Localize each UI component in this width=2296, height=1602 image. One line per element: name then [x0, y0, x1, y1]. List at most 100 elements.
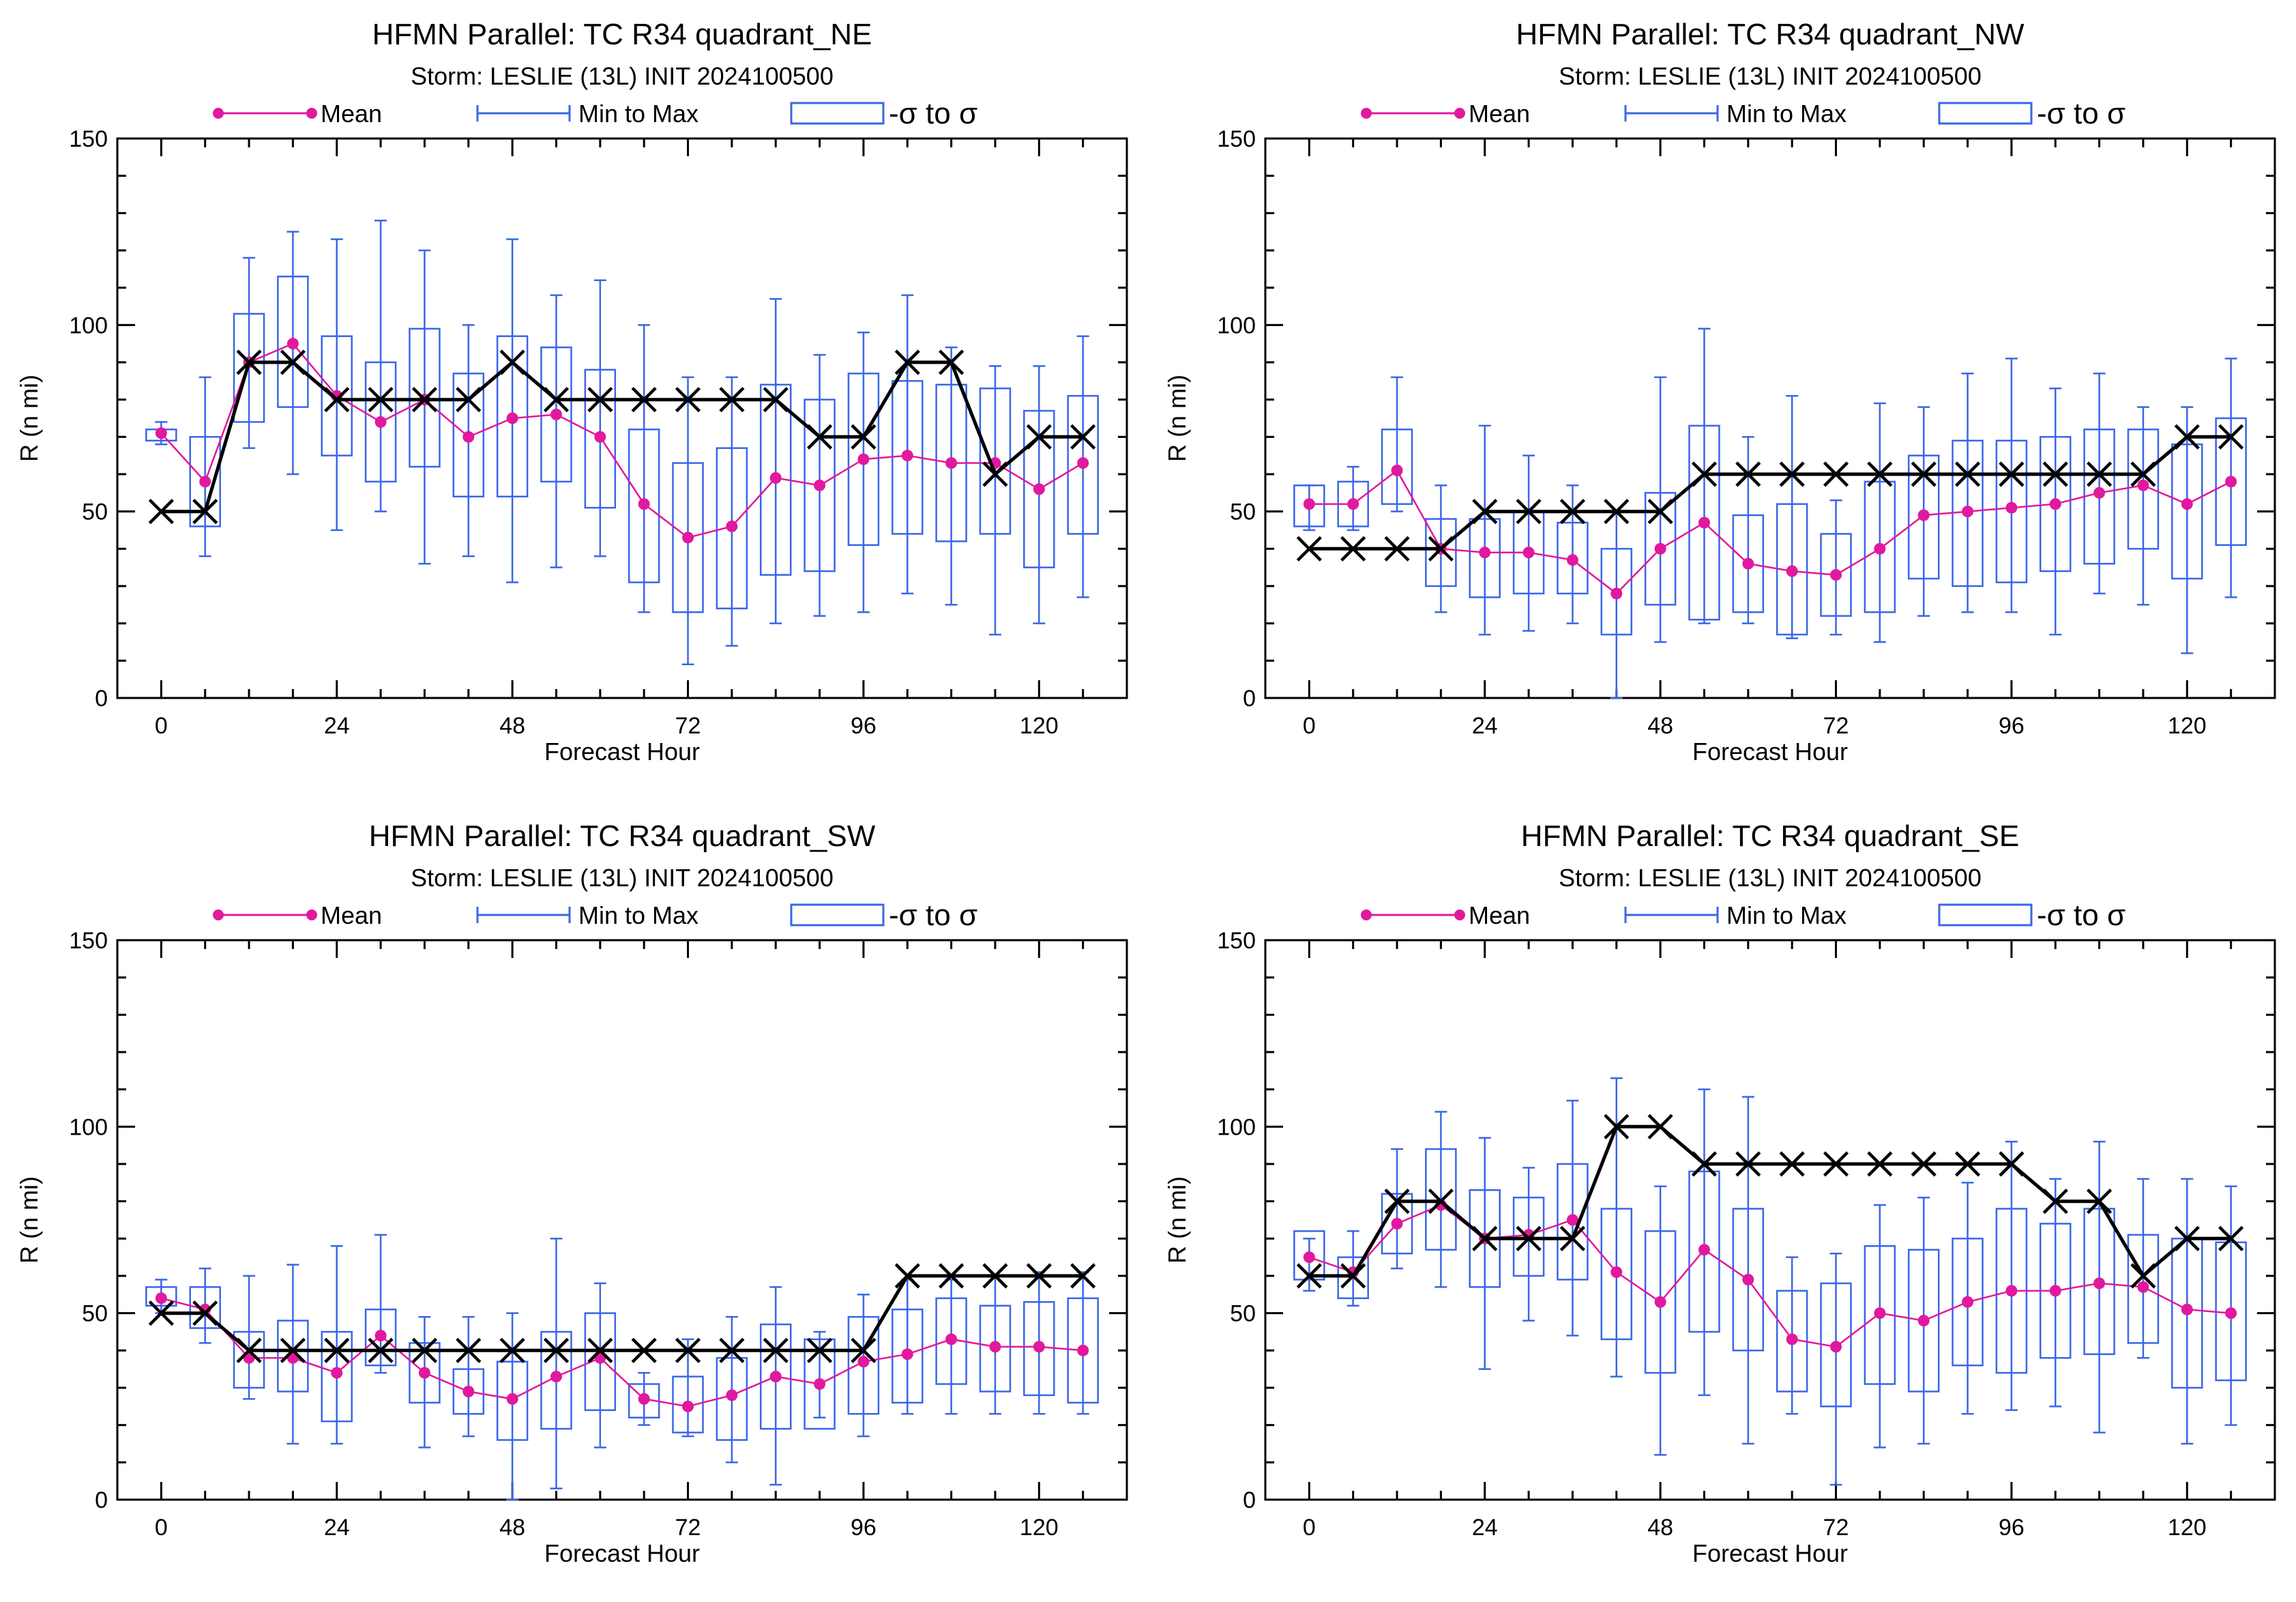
sigma-box [2215, 417, 2247, 547]
mean-point [638, 498, 650, 510]
sigma-box [1469, 518, 1501, 598]
sigma-box [1688, 1170, 1720, 1333]
sigma-box [584, 368, 617, 509]
sigma-box [1732, 1208, 1765, 1352]
best-track-marker [280, 1337, 306, 1363]
sigma-box [2127, 1234, 2160, 1344]
mean-point [2093, 486, 2106, 499]
x-tick-label: 48 [1647, 1515, 1673, 1541]
best-track-marker [719, 387, 745, 413]
y-tick-label: 50 [82, 1301, 108, 1327]
best-track-marker [2042, 1189, 2068, 1214]
sigma-box [233, 1330, 265, 1389]
legend-mean-label: Mean [1469, 901, 1530, 929]
x-tick-label: 48 [1647, 713, 1673, 739]
best-track-marker [2130, 461, 2156, 487]
legend-mean-marker [213, 108, 224, 119]
best-track-marker [587, 387, 613, 413]
best-track-marker [939, 349, 965, 375]
mean-point [945, 457, 958, 469]
mean-point [462, 431, 475, 443]
plot-frame [116, 137, 1128, 699]
mean-point [2181, 1303, 2193, 1315]
best-track-marker [543, 387, 570, 413]
mean-point [2093, 1277, 2106, 1290]
sigma-box [1293, 484, 1325, 527]
best-track-marker [1999, 1151, 2025, 1177]
best-track-marker [894, 1263, 920, 1289]
best-track-marker [631, 387, 657, 413]
mean-point [857, 453, 870, 465]
x-tick-label: 48 [499, 713, 525, 739]
best-track-marker [719, 1337, 745, 1363]
best-track-marker [1559, 499, 1586, 525]
best-track-marker [2042, 461, 2068, 487]
mean-point [506, 1393, 518, 1405]
sigma-box [277, 276, 309, 408]
legend: Mean Min to Max -σ to σ [213, 97, 977, 130]
best-track-marker [1954, 1151, 1981, 1177]
mean-series-line [160, 1297, 1083, 1408]
mean-point [1917, 1315, 1930, 1327]
best-track-marker [2218, 1225, 2244, 1251]
y-tick-label: 150 [1217, 126, 1256, 152]
sigma-box [409, 327, 441, 468]
sigma-box [364, 1308, 397, 1367]
sigma-box [1337, 1256, 1369, 1300]
mean-point [1830, 1341, 1842, 1353]
legend-sigma-label: -σ to σ [889, 899, 977, 932]
best-track-marker [1954, 461, 1981, 487]
mean-point [814, 479, 826, 491]
best-track-marker [1735, 461, 1761, 487]
mean-point [769, 471, 782, 484]
sigma-box [189, 436, 221, 527]
mean-point [374, 1329, 387, 1341]
sigma-box [1425, 518, 1457, 587]
sigma-box [804, 398, 836, 572]
y-tick-label: 100 [69, 312, 108, 338]
x-tick-label: 120 [2168, 1515, 2207, 1541]
mean-series-line [160, 343, 1084, 539]
panel-3: HFMN Parallel: TC R34 quadrant_SW Storm: … [15, 819, 1128, 1567]
best-track-marker [894, 349, 920, 375]
legend-mean-label: Mean [321, 100, 382, 128]
best-track-marker [148, 499, 174, 525]
best-track-marker [675, 1337, 701, 1363]
sigma-box [364, 361, 397, 483]
best-track-line [1309, 1124, 2231, 1279]
mean-point [769, 1371, 782, 1383]
x-tick-label: 24 [324, 713, 350, 739]
mean-point [1874, 542, 1886, 555]
best-track-marker [2174, 424, 2200, 450]
mean-point [1610, 587, 1623, 600]
x-tick-label: 72 [675, 1515, 701, 1541]
sigma-box [1995, 439, 2028, 583]
x-axis-label: Forecast Hour [1692, 738, 1848, 766]
best-track-marker [324, 387, 350, 413]
sigma-box [189, 1286, 221, 1329]
sigma-box [1557, 1163, 1589, 1281]
y-tick-label: 0 [1243, 1487, 1256, 1513]
x-tick-label: 120 [1020, 1515, 1059, 1541]
mean-point [2137, 479, 2149, 491]
legend: Mean Min to Max -σ to σ [1361, 97, 2125, 130]
legend-minmax-label: Min to Max [578, 901, 698, 929]
mean-point [814, 1378, 826, 1390]
mean-point [901, 1348, 913, 1360]
best-track-marker [236, 349, 262, 375]
sigma-box [759, 1323, 792, 1430]
y-axis-label: R (n mi) [1163, 1176, 1191, 1264]
chart-subtitle: Storm: LESLIE (13L) INIT 2024100500 [411, 864, 834, 892]
sigma-box [1907, 1249, 1940, 1393]
mean-point [1033, 1341, 1045, 1353]
mean-point [1077, 1344, 1089, 1356]
legend-sigma-box [790, 903, 885, 927]
mean-point [506, 412, 518, 424]
x-tick-label: 96 [851, 1515, 877, 1541]
sigma-box [1381, 428, 1413, 505]
mean-point [1077, 457, 1089, 469]
legend-mean-label: Mean [1469, 100, 1530, 128]
y-tick-label: 100 [1217, 312, 1256, 338]
chart-title: HFMN Parallel: TC R34 quadrant_NW [1516, 18, 2025, 51]
legend-mean-marker [1454, 909, 1465, 920]
